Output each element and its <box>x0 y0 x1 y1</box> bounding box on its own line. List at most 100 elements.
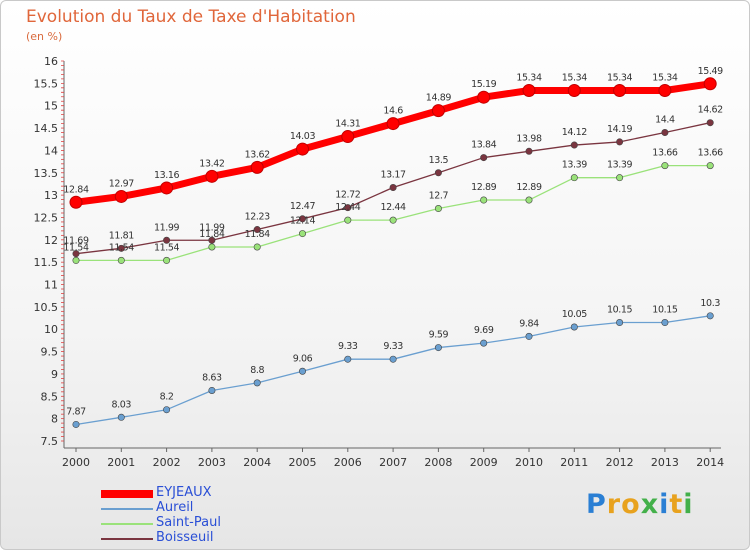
data-label: 12.14 <box>290 216 316 227</box>
x-tick-label: 2002 <box>153 456 181 469</box>
data-label: 14.12 <box>562 127 588 138</box>
data-label: 14.31 <box>335 119 361 130</box>
data-point <box>344 204 352 212</box>
logo-letter: t <box>669 489 684 520</box>
data-label: 13.84 <box>471 140 497 151</box>
data-label: 10.3 <box>700 298 720 309</box>
data-point <box>570 323 578 331</box>
data-label: 8.8 <box>250 365 264 376</box>
data-point <box>613 84 627 98</box>
data-point <box>344 355 352 363</box>
y-tick-label: 13.5 <box>34 167 59 180</box>
data-label: 15.19 <box>471 79 497 90</box>
legend-label: Boisseuil <box>156 530 214 545</box>
x-tick-label: 2004 <box>243 456 271 469</box>
data-point <box>480 154 488 162</box>
data-label: 8.63 <box>202 372 222 383</box>
data-point <box>525 332 533 340</box>
data-label: 9.69 <box>474 325 494 336</box>
data-point <box>703 77 717 91</box>
data-point <box>616 138 624 146</box>
logo-letter: x <box>640 489 660 520</box>
data-label: 12.44 <box>335 202 361 213</box>
y-tick-label: 8.5 <box>41 390 59 403</box>
logo-letter: r <box>606 489 622 520</box>
data-point <box>570 174 578 182</box>
y-tick-label: 13 <box>44 189 58 202</box>
data-point <box>434 169 442 177</box>
data-point <box>117 413 125 421</box>
legend-label: Aureil <box>156 500 194 515</box>
y-tick-label: 9.5 <box>41 346 59 359</box>
data-label: 15.34 <box>607 73 633 84</box>
data-point <box>706 162 714 170</box>
data-label: 13.16 <box>154 170 180 181</box>
data-point <box>480 196 488 204</box>
data-point <box>389 216 397 224</box>
y-tick-label: 12.5 <box>34 211 59 224</box>
data-point <box>341 130 355 144</box>
data-point <box>296 142 309 156</box>
x-tick-label: 2005 <box>289 456 317 469</box>
data-point <box>389 355 397 363</box>
data-label: 12.97 <box>109 178 135 189</box>
data-point <box>525 147 533 155</box>
x-tick-label: 2006 <box>334 456 362 469</box>
data-point <box>661 162 669 170</box>
y-tick-label: 15 <box>44 100 58 113</box>
data-point <box>163 256 171 264</box>
data-point <box>525 196 533 204</box>
line-chart: 7.5 8 8.5 9 9.5 10 10.5 11 11.5 12 12.5 13 13.5 14 14.… <box>34 55 725 469</box>
data-point <box>205 169 219 183</box>
data-label: 13.5 <box>429 155 449 166</box>
data-label: 14.4 <box>655 115 675 126</box>
x-tick-label: 2013 <box>651 456 679 469</box>
data-label: 15.34 <box>652 73 678 84</box>
y-tick-label: 11.5 <box>34 256 59 269</box>
x-tick-label: 2012 <box>606 456 634 469</box>
data-label: 8.2 <box>160 392 174 403</box>
data-point <box>253 379 261 387</box>
x-tick-label: 2014 <box>696 456 724 469</box>
data-point <box>253 226 261 234</box>
data-point <box>477 90 491 104</box>
data-point <box>616 174 624 182</box>
data-label: 7.87 <box>66 406 86 417</box>
data-point <box>72 420 80 428</box>
y-tick-label: 7.5 <box>41 435 59 448</box>
data-label: 13.39 <box>607 160 633 171</box>
data-point <box>298 215 306 223</box>
legend-label: EYJEAUX <box>156 485 212 500</box>
x-tick-label: 2000 <box>62 456 90 469</box>
data-label: 15.49 <box>698 66 724 77</box>
data-label: 12.23 <box>245 212 271 223</box>
data-point <box>706 119 714 127</box>
data-point <box>570 141 578 149</box>
data-label: 9.84 <box>519 318 539 329</box>
logo-letter: P <box>586 489 607 520</box>
series-line-aureil <box>75 315 711 426</box>
data-point <box>160 181 174 195</box>
x-tick-label: 2007 <box>379 456 407 469</box>
data-label: 13.66 <box>652 148 678 159</box>
y-tick-label: 10 <box>44 323 58 336</box>
data-point <box>208 386 216 394</box>
data-label: 15.34 <box>516 73 542 84</box>
data-label: 11.69 <box>63 236 89 247</box>
data-point <box>522 84 536 98</box>
data-label: 13.42 <box>199 158 225 169</box>
data-label: 11.54 <box>109 242 135 253</box>
data-point <box>114 189 128 203</box>
data-point <box>706 312 714 320</box>
y-tick-label: 10.5 <box>34 301 59 314</box>
data-label: 11.84 <box>199 229 225 240</box>
data-label: 14.62 <box>698 105 724 116</box>
data-point <box>567 84 581 98</box>
chart-title: Evolution du Taux de Taxe d'Habitation <box>26 7 356 27</box>
data-label: 14.89 <box>426 93 452 104</box>
data-point <box>253 243 261 251</box>
data-point <box>250 160 264 174</box>
y-tick-label: 8 <box>51 413 58 426</box>
x-tick-label: 2011 <box>560 456 588 469</box>
